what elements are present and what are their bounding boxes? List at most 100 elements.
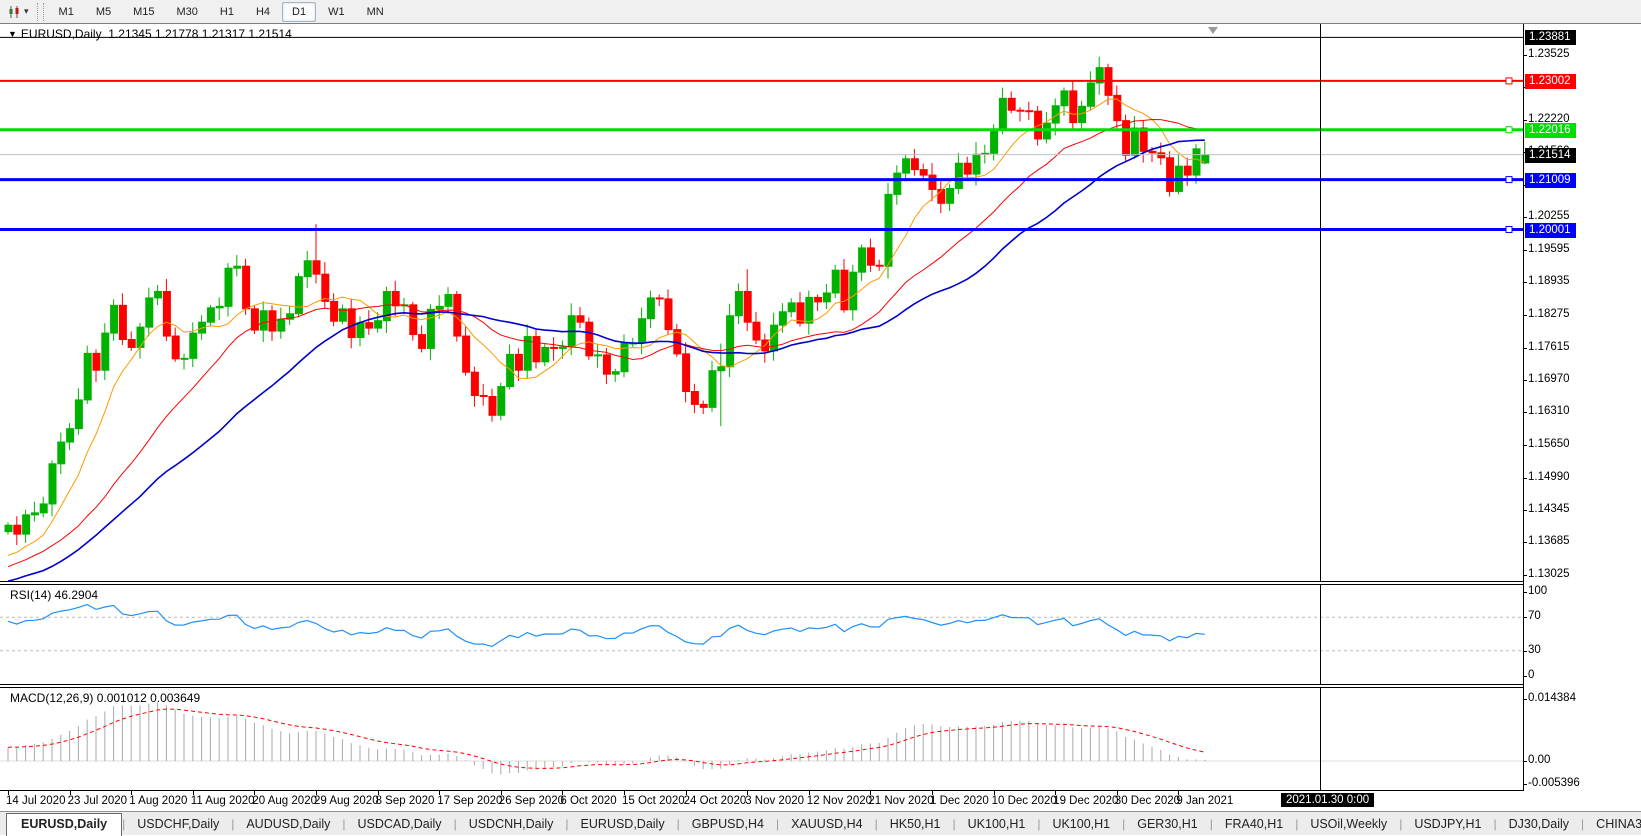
time-axis-tick	[685, 791, 687, 795]
rsi-indicator-pane[interactable]	[0, 585, 1523, 684]
timeframe-button-m1[interactable]: M1	[58, 5, 74, 18]
tab-divider: |	[775, 817, 780, 831]
time-axis-label: 20 Aug 2020	[252, 795, 317, 807]
candle-body	[242, 265, 251, 310]
candle-body	[541, 346, 550, 363]
chart-tab-uk100-h1[interactable]: UK100,H1	[967, 817, 1026, 831]
chart-tab-gbpusd-h4[interactable]: GBPUSD,H4	[691, 817, 764, 831]
chart-shift-marker-icon[interactable]	[1208, 27, 1218, 34]
chart-tab-usdcad-daily[interactable]: USDCAD,Daily	[357, 817, 442, 831]
timeframe-button-mn[interactable]: MN	[366, 5, 384, 18]
timeframe-button-h1[interactable]: H1	[219, 5, 234, 18]
chart-tab-audusd-daily[interactable]: AUDUSD,Daily	[246, 817, 331, 831]
candle-body	[1078, 105, 1087, 124]
tab-divider: |	[874, 817, 878, 831]
candle-body	[180, 357, 189, 360]
chart-tab-dj30-daily[interactable]: DJ30,Daily	[1508, 817, 1570, 831]
candle-body	[734, 290, 743, 317]
candle-body	[902, 158, 911, 174]
line-handle[interactable]	[1505, 226, 1513, 234]
price-axis-tick: 1.23525	[1524, 48, 1570, 60]
pane-splitter[interactable]	[0, 687, 1641, 688]
line-price-badge: 1.23002	[1525, 73, 1576, 89]
candle-body	[602, 354, 611, 375]
chart-tab-xauusd-h4[interactable]: XAUUSD,H4	[791, 817, 863, 831]
time-axis-label: 11 Aug 2020	[190, 795, 255, 807]
price-chart-pane[interactable]	[0, 24, 1523, 581]
rsi-axis-tick: 100	[1523, 585, 1548, 597]
time-axis-label: 17 Sep 2020	[437, 795, 503, 807]
line-price-badge: 1.21009	[1525, 172, 1576, 188]
timeframe-button-w1[interactable]: W1	[328, 5, 345, 18]
timeframe-button-m5[interactable]: M5	[95, 5, 112, 18]
chart-tab-usdcnh-daily[interactable]: USDCNH,Daily	[468, 817, 554, 831]
chart-tab-fra40-h1[interactable]: FRA40,H1	[1224, 817, 1284, 831]
collapse-arrow-icon[interactable]: ▼	[8, 29, 17, 39]
candle-body	[356, 322, 365, 339]
time-axis-tick	[808, 791, 810, 795]
candle-body	[708, 370, 717, 408]
moving-average-line[interactable]	[7, 98, 1205, 556]
timeframe-button-m30[interactable]: M30	[176, 5, 198, 18]
candle-body	[136, 326, 145, 348]
vertical-line-object[interactable]	[1320, 585, 1321, 684]
price-axis-tick: 1.20255	[1524, 209, 1570, 222]
timeframe-buttons: M1 M5 M15 M30 H1 H4 D1 W1 MN	[48, 1, 395, 22]
chart-tab-eurusd-daily[interactable]: EURUSD,Daily	[580, 817, 665, 831]
macd-indicator-pane[interactable]	[0, 688, 1523, 790]
candle-body	[338, 308, 347, 322]
tab-divider: |	[1295, 817, 1299, 831]
candle-body	[224, 267, 233, 307]
line-handle[interactable]	[1505, 176, 1513, 184]
chart-tab-china300-h1[interactable]: CHINA300,H1	[1596, 817, 1641, 831]
candle-body	[998, 97, 1007, 130]
time-axis-tick	[192, 791, 194, 795]
chart-tab-ger30-h1[interactable]: GER30,H1	[1137, 817, 1198, 831]
candle-body	[875, 264, 884, 267]
chart-tab-usdjpy-h1[interactable]: USDJPY,H1	[1414, 817, 1482, 831]
dropdown-caret-icon[interactable]: ▾	[24, 6, 29, 16]
price-axis-tick: 1.22220	[1524, 112, 1570, 125]
pane-splitter[interactable]	[0, 581, 1641, 582]
candle-body	[259, 310, 268, 331]
vertical-line-object[interactable]	[1320, 24, 1321, 581]
candle-body	[646, 297, 655, 320]
time-axis-tick	[1178, 791, 1180, 795]
line-handle[interactable]	[1505, 126, 1513, 134]
value-axis[interactable]: 1.235251.228801.222201.215601.209001.202…	[1523, 24, 1641, 791]
time-axis-label: 21 Nov 2020	[868, 795, 934, 807]
toolbar-grip[interactable]	[36, 2, 44, 21]
chart-tab-eurusd-daily[interactable]: EURUSD,Daily	[6, 813, 123, 836]
candle-body	[506, 353, 515, 388]
timeframe-button-m15[interactable]: M15	[133, 5, 155, 18]
time-axis-label: 12 Nov 2020	[806, 795, 873, 807]
candle-body	[1113, 94, 1122, 122]
timeframe-button-h4[interactable]: H4	[255, 5, 271, 18]
time-axis[interactable]: 2021.01.30 0:00 14 Jul 2020 23 Jul 2020 1 …	[0, 791, 1641, 811]
candle-body	[101, 332, 110, 371]
candle-body	[849, 271, 858, 311]
candle-body	[611, 371, 620, 375]
price-axis-tick: 1.19595	[1524, 242, 1570, 255]
moving-average-line[interactable]	[7, 118, 1205, 568]
moving-average-line[interactable]	[7, 139, 1205, 581]
price-axis-tick: 1.13685	[1524, 535, 1570, 548]
chart-type-button[interactable]: ▾	[2, 2, 35, 22]
candle-body	[277, 318, 286, 332]
chart-tab-usdchf-daily[interactable]: USDCHF,Daily	[137, 817, 220, 831]
time-axis-label: 26 Sep 2020	[498, 795, 565, 807]
candle-body	[866, 247, 875, 266]
macd-axis-tick: 0.00	[1523, 754, 1551, 766]
chart-tab-usoil-weekly[interactable]: USOil,Weekly	[1310, 817, 1388, 831]
candle-body	[814, 296, 823, 303]
vertical-line-object[interactable]	[1320, 688, 1321, 791]
pane-splitter[interactable]	[0, 684, 1641, 685]
line-handle[interactable]	[1505, 77, 1513, 85]
timeframe-button-d1[interactable]: D1	[282, 1, 317, 22]
chart-tab-uk100-h1[interactable]: UK100,H1	[1052, 817, 1111, 831]
chart-tab-hk50-h1[interactable]: HK50,H1	[889, 817, 941, 831]
time-axis-tick	[932, 791, 933, 795]
pane-splitter[interactable]	[0, 584, 1641, 585]
candle-body	[594, 354, 603, 357]
